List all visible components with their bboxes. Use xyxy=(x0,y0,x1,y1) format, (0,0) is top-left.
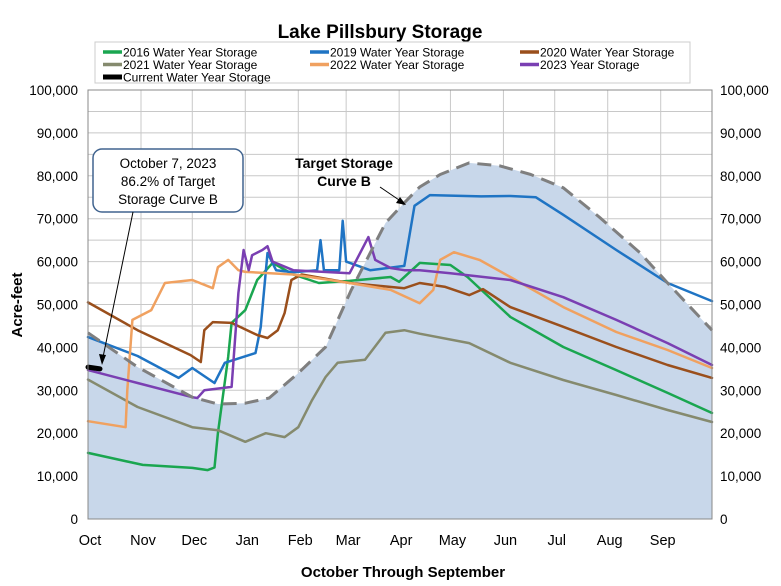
y-tick-label-right: 40,000 xyxy=(720,340,761,355)
target-fill xyxy=(88,162,712,519)
legend-label: 2016 Water Year Storage xyxy=(123,46,258,60)
target-label-line-2: Curve B xyxy=(317,173,371,189)
y-tick-label-right: 70,000 xyxy=(720,212,761,227)
y-tick-label-right: 0 xyxy=(720,512,728,527)
x-tick-label: Feb xyxy=(288,533,313,549)
annotation-line-2: 86.2% of Target xyxy=(121,174,216,189)
chart-title: Lake Pillsbury Storage xyxy=(278,22,483,43)
x-tick-label: Nov xyxy=(130,533,157,549)
y-tick-label-right: 100,000 xyxy=(720,83,769,98)
legend-label: Current Water Year Storage xyxy=(123,71,271,85)
annotation-line-3: Storage Curve B xyxy=(118,192,218,207)
series-line-current-water-year-storage xyxy=(85,364,103,372)
y-tick-label-left: 40,000 xyxy=(37,340,78,355)
y-tick-label-right: 10,000 xyxy=(720,469,761,484)
y-tick-label-left: 20,000 xyxy=(37,426,78,441)
y-tick-label-left: 10,000 xyxy=(37,469,78,484)
y-tick-label-left: 0 xyxy=(70,512,78,527)
legend-label: 2022 Water Year Storage xyxy=(330,58,465,72)
series-line-2021-water-year-storage xyxy=(86,328,714,444)
y-tick-label-right: 90,000 xyxy=(720,126,761,141)
y-tick-label-right: 50,000 xyxy=(720,298,761,313)
y-axis-title: Acre-feet xyxy=(9,272,26,337)
x-tick-label: Jul xyxy=(547,533,566,549)
x-tick-label: Dec xyxy=(181,533,207,549)
legend: 2016 Water Year Storage 2019 Water Year S… xyxy=(94,41,691,85)
y-tick-label-left: 60,000 xyxy=(37,255,78,270)
y-tick-label-right: 60,000 xyxy=(720,255,761,270)
legend-label: 2023 Year Storage xyxy=(540,58,640,72)
target-label: Target Storage Curve B xyxy=(295,155,406,205)
x-tick-label: Mar xyxy=(336,533,361,549)
y-tick-label-left: 50,000 xyxy=(37,298,78,313)
annotation-callout: October 7, 2023 86.2% of Target Storage … xyxy=(92,148,244,365)
x-tick-label: Jun xyxy=(494,533,517,549)
x-tick-label: Oct xyxy=(79,533,102,549)
y-tick-label-right: 30,000 xyxy=(720,383,761,398)
x-tick-label: Jan xyxy=(236,533,259,549)
annotation-arrow xyxy=(101,211,134,363)
legend-box xyxy=(94,41,691,84)
y-tick-label-right: 80,000 xyxy=(720,169,761,184)
y-tick-label-left: 70,000 xyxy=(37,212,78,227)
annotation-line-1: October 7, 2023 xyxy=(120,156,217,171)
x-axis-labels: Oct Nov Dec Jan Feb Mar Apr May Jun Jul Aug Sep xyxy=(79,533,676,549)
legend-label: 2020 Water Year Storage xyxy=(540,46,675,60)
x-tick-label: May xyxy=(439,533,467,549)
series-line-2023-year-storage xyxy=(86,235,714,400)
plot-frame xyxy=(87,89,713,520)
target-area xyxy=(88,162,712,519)
y-tick-label-right: 20,000 xyxy=(720,426,761,441)
series-line-2019-water-year-storage xyxy=(86,193,714,385)
x-tick-label: Sep xyxy=(650,533,676,549)
y-axis-labels: 0 0 10,000 10,000 20,000 20,000 30,000 30,000 40… xyxy=(29,83,769,527)
legend-label: 2021 Water Year Storage xyxy=(123,58,258,72)
legend-label: 2019 Water Year Storage xyxy=(330,46,465,60)
series-line-2020-water-year-storage xyxy=(86,273,714,380)
y-tick-label-left: 90,000 xyxy=(37,126,78,141)
y-tick-label-left: 100,000 xyxy=(29,83,78,98)
target-label-arrowhead xyxy=(396,197,406,205)
series-line-2022-water-year-storage xyxy=(86,250,714,429)
x-axis-title: October Through September xyxy=(301,564,505,581)
y-tick-label-left: 30,000 xyxy=(37,383,78,398)
target-label-line-1: Target Storage xyxy=(295,155,393,171)
series-lines xyxy=(85,193,714,472)
x-tick-label: Aug xyxy=(597,533,623,549)
annotation-box xyxy=(92,148,244,213)
x-tick-label: Apr xyxy=(390,533,413,549)
annotation-arrowhead xyxy=(99,354,106,365)
y-tick-label-left: 80,000 xyxy=(37,169,78,184)
series-line-2016-water-year-storage xyxy=(86,261,714,472)
